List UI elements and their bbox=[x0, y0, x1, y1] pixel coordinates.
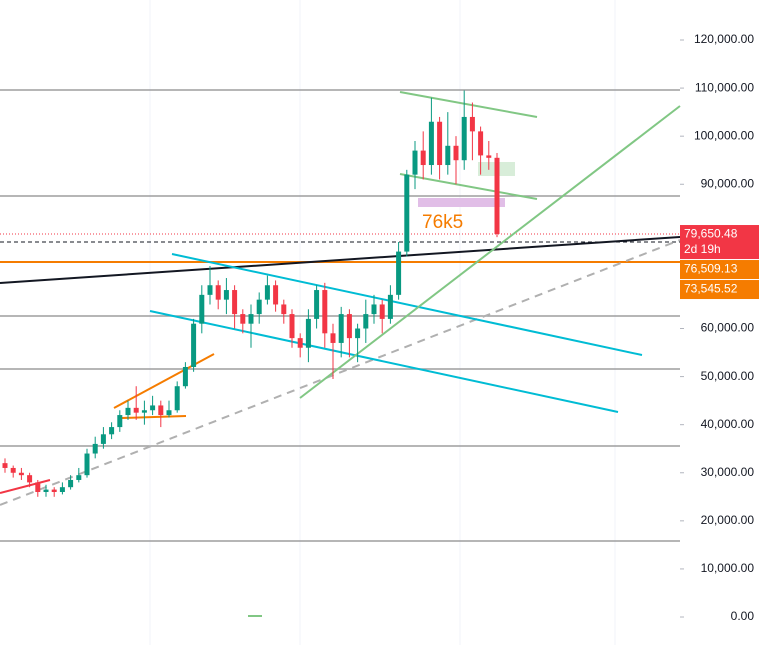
orange-trend bbox=[121, 415, 187, 419]
candle-body bbox=[338, 314, 344, 343]
candle-body bbox=[396, 251, 402, 295]
candle-body bbox=[297, 338, 303, 348]
y-tick-label: 120,000.00 bbox=[694, 32, 754, 46]
candle-body bbox=[68, 479, 74, 488]
candle-body bbox=[363, 314, 369, 329]
candle-body bbox=[330, 333, 336, 343]
candle-body bbox=[404, 174, 410, 252]
y-tick-label: 110,000.00 bbox=[695, 80, 754, 94]
candle-body bbox=[215, 285, 221, 300]
red-trend bbox=[0, 479, 51, 494]
candle-body bbox=[264, 285, 270, 300]
candle-body bbox=[371, 304, 377, 315]
pink-zone bbox=[418, 198, 505, 207]
black-trend bbox=[0, 236, 681, 284]
price-label: 79,650.48 bbox=[684, 227, 738, 241]
y-tick-label: 30,000.00 bbox=[701, 465, 755, 479]
candle-body bbox=[437, 121, 443, 166]
candle-body bbox=[109, 427, 115, 435]
price-label-box bbox=[680, 280, 759, 300]
dashed-trend bbox=[0, 239, 681, 506]
candle-body bbox=[84, 453, 90, 476]
candle-body bbox=[355, 328, 361, 339]
candle-body bbox=[182, 366, 188, 387]
candle-body bbox=[322, 290, 328, 334]
orange-trend bbox=[113, 353, 215, 409]
green-trend bbox=[299, 105, 681, 399]
candle-body bbox=[223, 290, 229, 300]
channel-line bbox=[149, 310, 619, 413]
candle-body bbox=[141, 410, 147, 413]
candle-body bbox=[10, 467, 16, 473]
candle-body bbox=[289, 314, 295, 339]
y-tick-label: 0.00 bbox=[731, 609, 755, 623]
y-tick-label: 60,000.00 bbox=[701, 321, 755, 335]
candle-body bbox=[453, 145, 459, 161]
candle-body bbox=[100, 434, 106, 444]
candle-body bbox=[125, 407, 131, 416]
price-label: 76,509.13 bbox=[684, 262, 738, 276]
candle-body bbox=[387, 294, 393, 319]
y-tick-label: 10,000.00 bbox=[701, 561, 755, 575]
candle-body bbox=[76, 475, 82, 480]
candle-body bbox=[412, 150, 418, 175]
candle-body bbox=[256, 299, 262, 315]
candle-body bbox=[346, 314, 352, 339]
y-tick-label: 40,000.00 bbox=[701, 417, 755, 431]
candle-body bbox=[174, 386, 180, 411]
channel-line bbox=[171, 253, 643, 356]
candle-body bbox=[150, 405, 156, 411]
candle-body bbox=[133, 407, 139, 413]
candle-body bbox=[2, 463, 8, 468]
candle-body bbox=[158, 405, 164, 416]
annotation: 76k5 bbox=[422, 212, 463, 233]
candle-body bbox=[117, 415, 123, 428]
price-label-box bbox=[680, 260, 759, 280]
candle-body bbox=[428, 121, 434, 166]
candle-body bbox=[478, 131, 484, 156]
y-tick-label: 100,000.00 bbox=[694, 128, 754, 142]
marker bbox=[248, 615, 262, 617]
candle-body bbox=[314, 290, 320, 319]
candle-body bbox=[494, 157, 500, 235]
countdown: 2d 19h bbox=[684, 242, 721, 256]
candle-body bbox=[166, 410, 172, 416]
candle-body bbox=[305, 318, 311, 348]
candle-body bbox=[27, 475, 33, 483]
candle-body bbox=[35, 482, 41, 492]
candle-body bbox=[191, 323, 197, 367]
candle-body bbox=[445, 145, 451, 166]
candle-body bbox=[248, 314, 254, 324]
candle-body bbox=[199, 294, 205, 324]
candle-body bbox=[281, 304, 287, 315]
green-channel bbox=[399, 91, 538, 118]
candle-body bbox=[59, 487, 65, 492]
candle-body bbox=[486, 155, 492, 158]
y-tick-label: 20,000.00 bbox=[701, 513, 755, 527]
y-tick-label: 50,000.00 bbox=[701, 369, 755, 383]
candle-body bbox=[469, 116, 475, 132]
candle-body bbox=[232, 290, 238, 315]
candle-body bbox=[43, 489, 49, 492]
candle-body bbox=[461, 116, 467, 161]
price-label: 73,545.52 bbox=[684, 282, 738, 296]
candle-body bbox=[92, 443, 98, 454]
candle-body bbox=[18, 472, 24, 476]
candle-body bbox=[420, 150, 426, 166]
candle-body bbox=[51, 489, 57, 492]
candle-body bbox=[240, 314, 246, 324]
layout bbox=[0, 0, 681, 645]
price-label-box bbox=[680, 225, 759, 260]
y-tick-label: 90,000.00 bbox=[701, 176, 755, 190]
candle-body bbox=[273, 285, 279, 305]
candle-body bbox=[207, 285, 213, 295]
candle-body bbox=[379, 304, 385, 319]
